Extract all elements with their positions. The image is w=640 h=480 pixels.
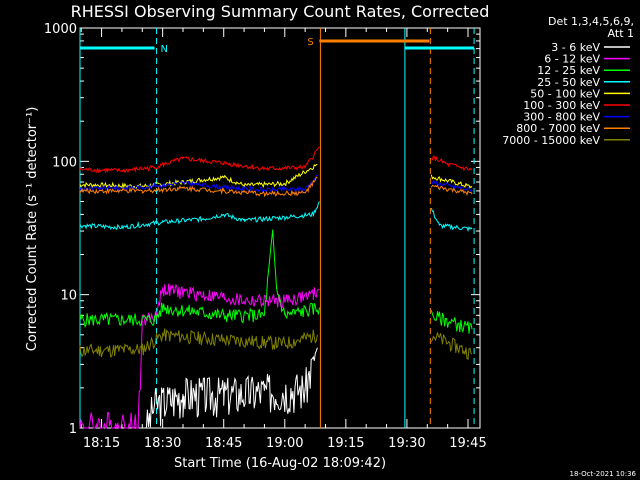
legend-header-line-2: Att 1 <box>608 27 634 40</box>
x-tick-label: 19:00 <box>266 436 303 451</box>
flag-label: N <box>161 44 168 55</box>
legend-entry-label: 300 - 800 keV <box>523 111 600 124</box>
x-tick-label: 18:15 <box>83 436 120 451</box>
series-line <box>79 146 320 174</box>
series-line <box>430 179 473 194</box>
series-line <box>430 310 473 334</box>
legend-entry-label: 3 - 6 keV <box>551 41 600 54</box>
series-line <box>430 332 473 360</box>
x-tick-label: 19:30 <box>388 436 425 451</box>
plot-area: 1 10 100 1000 18:15 18:30 18:45 19:00 19:15 19:30… <box>44 22 487 451</box>
series-line <box>430 184 473 196</box>
legend-entry-label: 7000 - 15000 keV <box>502 134 600 147</box>
legend-entry-label: 100 - 300 keV <box>523 99 600 112</box>
legend-entry-label: 6 - 12 keV <box>544 53 600 66</box>
series-line <box>430 155 473 171</box>
x-tick-label: 18:45 <box>205 436 242 451</box>
y-tick-label: 1000 <box>44 22 77 37</box>
series-line <box>430 208 473 232</box>
x-axis-label: Start Time (16-Aug-02 18:09:42) <box>174 456 386 471</box>
series-line <box>145 347 318 429</box>
series-line <box>79 163 318 189</box>
series-line <box>430 174 473 189</box>
series-line <box>79 176 318 198</box>
legend-entry-label: 50 - 100 keV <box>530 87 600 100</box>
series-line <box>79 174 318 194</box>
y-axis-label: Corrected Count Rate (s⁻¹ detector⁻¹) <box>25 107 40 352</box>
series-line <box>79 229 320 329</box>
footer-date: 18-Oct-2021 10:36 <box>570 470 637 478</box>
series-line <box>79 201 320 231</box>
legend-entry-label: 25 - 50 keV <box>537 76 600 89</box>
x-tick-label: 19:45 <box>449 436 486 451</box>
chart-title: RHESSI Observing Summary Count Rates, Co… <box>71 2 490 21</box>
y-tick-label: 100 <box>52 155 77 170</box>
legend-entry-label: 12 - 25 keV <box>537 64 600 77</box>
x-tick-label: 19:15 <box>327 436 364 451</box>
y-tick-label: 1 <box>69 422 77 437</box>
flag-label: S <box>307 37 313 48</box>
x-tick-label: 18:30 <box>144 436 181 451</box>
series-line <box>79 328 318 358</box>
y-tick-label: 10 <box>60 289 77 304</box>
legend-entry-label: 800 - 7000 keV <box>516 122 600 135</box>
legend-header-line-1: Det 1,3,4,5,6,9, <box>548 15 634 28</box>
